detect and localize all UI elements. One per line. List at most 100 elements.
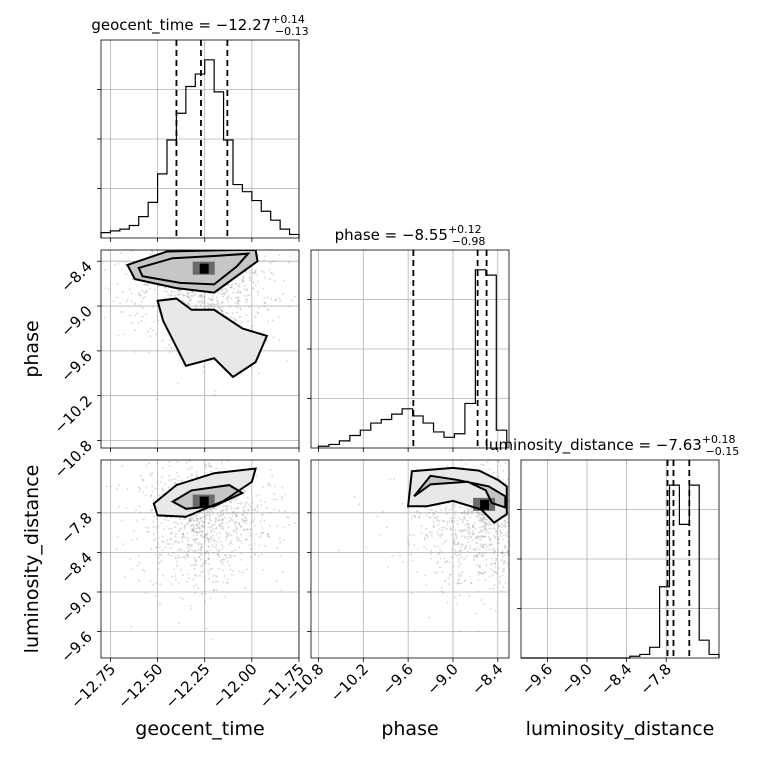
sample-point <box>235 513 238 516</box>
sample-point <box>451 533 454 536</box>
sample-point <box>410 517 413 520</box>
sample-point <box>512 581 514 583</box>
sample-point <box>243 519 246 522</box>
sample-point <box>209 507 212 510</box>
sample-point <box>481 572 484 575</box>
sample-point <box>196 517 198 520</box>
sample-point <box>511 542 513 544</box>
tick-label-y: −9.0 <box>57 588 95 626</box>
sample-point <box>215 518 218 521</box>
sample-point <box>258 493 261 496</box>
sample-point <box>228 305 231 308</box>
sample-point <box>484 552 487 555</box>
sample-point <box>170 537 173 540</box>
sample-point <box>167 519 170 522</box>
sample-point <box>446 521 449 524</box>
sample-point <box>208 541 210 544</box>
tick-label-y: −9.0 <box>57 302 95 340</box>
sample-point <box>477 514 480 517</box>
sample-point <box>463 548 466 551</box>
sample-point <box>281 495 284 498</box>
density-peak <box>480 499 490 510</box>
sample-point <box>230 286 233 289</box>
sample-point <box>479 513 482 516</box>
sample-point <box>242 280 245 283</box>
sample-point <box>436 560 439 563</box>
sample-point <box>203 520 205 523</box>
sample-point <box>513 515 515 517</box>
sample-point <box>205 550 208 553</box>
sample-point <box>207 557 210 560</box>
sample-point <box>196 518 199 520</box>
sample-point <box>177 289 180 292</box>
sample-point <box>163 489 166 492</box>
sample-point <box>226 557 228 560</box>
sample-point <box>194 573 197 576</box>
sample-point <box>424 574 427 577</box>
tick-label-x: −8.4 <box>597 660 635 698</box>
sample-point <box>234 319 237 322</box>
sample-point <box>229 542 232 545</box>
sample-point <box>171 247 173 249</box>
sample-point <box>268 269 271 272</box>
sample-point <box>426 536 429 539</box>
sample-point <box>187 543 190 546</box>
sample-point <box>199 518 202 520</box>
sample-point <box>193 567 196 570</box>
sample-point <box>430 534 433 537</box>
sample-point <box>204 600 206 603</box>
sample-point <box>488 587 491 590</box>
sample-point <box>446 464 449 467</box>
sample-point <box>211 297 214 300</box>
sample-point <box>119 252 122 255</box>
sample-point <box>197 548 200 551</box>
sample-point <box>240 315 243 318</box>
sample-point <box>493 549 496 552</box>
sample-point <box>203 516 206 519</box>
sample-point <box>248 275 251 278</box>
sample-point <box>235 531 238 534</box>
sample-point <box>214 517 217 520</box>
sample-point <box>466 526 469 529</box>
sample-point <box>284 493 287 496</box>
sample-point <box>464 518 467 521</box>
sample-point <box>194 303 197 306</box>
sample-point <box>168 343 171 346</box>
sample-point <box>425 583 428 586</box>
sample-point <box>196 531 199 534</box>
sample-point <box>432 520 435 523</box>
tick-label-x: −12.50 <box>114 660 166 712</box>
tick-label-y: −7.8 <box>57 509 95 547</box>
sample-point <box>457 582 460 585</box>
contour-line <box>406 466 508 525</box>
sample-point <box>216 308 219 311</box>
sample-point <box>198 556 201 558</box>
sample-point <box>182 245 184 247</box>
sample-point <box>116 535 119 538</box>
sample-point <box>256 510 259 513</box>
sample-point <box>450 519 453 522</box>
sample-point <box>211 545 214 548</box>
sample-point <box>136 564 139 567</box>
sample-point <box>145 485 148 488</box>
sample-point <box>205 511 208 514</box>
sample-point <box>273 508 276 511</box>
sample-point <box>207 538 210 541</box>
sample-point <box>157 525 160 528</box>
sample-point <box>266 296 269 299</box>
sample-point <box>226 560 229 563</box>
sample-point <box>510 539 512 541</box>
sample-point <box>229 556 232 559</box>
sample-point <box>220 543 223 546</box>
sample-point <box>261 568 264 571</box>
sample-point <box>213 507 216 510</box>
sample-point <box>246 501 249 504</box>
sample-point <box>301 313 303 315</box>
sample-point <box>248 544 251 547</box>
sample-point <box>214 520 217 523</box>
sample-point <box>225 554 227 557</box>
sample-point <box>242 519 245 522</box>
sample-point <box>179 549 182 552</box>
sample-point <box>213 306 216 309</box>
sample-point <box>201 296 204 298</box>
